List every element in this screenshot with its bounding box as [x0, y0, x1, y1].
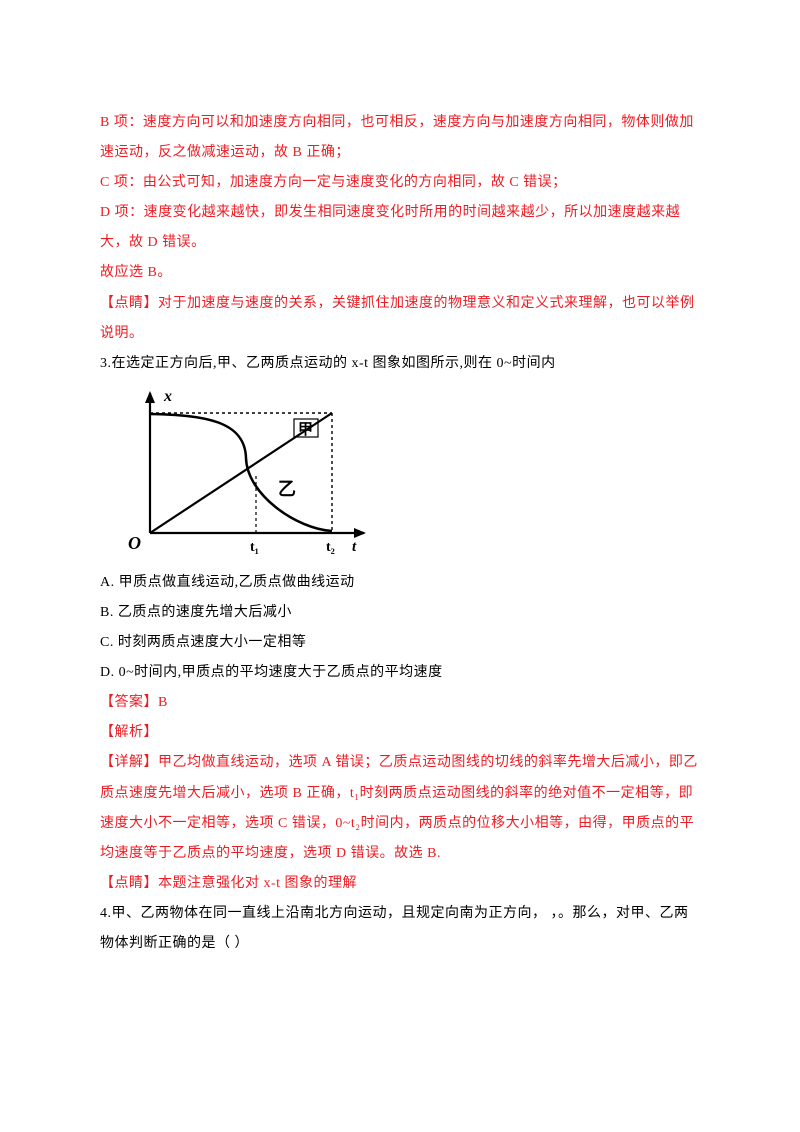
q3-detail: 【详解】甲乙均做直线运动，选项 A 错误；乙质点运动图线的切线的斜率先增大后减小… — [100, 748, 700, 868]
q2-option-b: B 项：速度方向可以和加速度方向相同，也可相反，速度方向与加速度方向相同，物体则… — [100, 108, 700, 168]
q3-option-d: D. 0~时间内,甲质点的平均速度大于乙质点的平均速度 — [100, 658, 700, 688]
xt-graph: x Ot₁ t₂ t 甲乙 — [106, 383, 700, 558]
q3-answer: 【答案】B — [100, 688, 700, 718]
svg-text:t₁: t₁ — [250, 540, 259, 555]
q3-option-a: A. 甲质点做直线运动,乙质点做曲线运动 — [100, 568, 700, 598]
q2-option-d: D 项：速度变化越来越快，即发生相同速度变化时所用的时间越来越少，所以加速度越来… — [100, 198, 700, 258]
svg-text:甲: 甲 — [298, 421, 313, 438]
q3-stem: 3.在选定正方向后,甲、乙两质点运动的 x-t 图象如图所示,则在 0~时间内 — [100, 349, 700, 379]
q3-option-b: B. 乙质点的速度先增大后减小 — [100, 598, 700, 628]
svg-text:t: t — [352, 539, 357, 555]
q2-tip: 【点睛】对于加速度与速度的关系，关键抓住加速度的物理意义和定义式来理解，也可以举… — [100, 289, 700, 349]
svg-text:t₂: t₂ — [326, 540, 335, 555]
q4-stem: 4.甲、乙两物体在同一直线上沿南北方向运动，且规定向南为正方向， ，。那么，对甲… — [100, 899, 700, 959]
q2-conclusion: 故应选 B。 — [100, 258, 700, 288]
q3-option-c: C. 时刻两质点速度大小一定相等 — [100, 628, 700, 658]
page-container: B 项：速度方向可以和加速度方向相同，也可相反，速度方向与加速度方向相同，物体则… — [0, 0, 800, 1019]
svg-text:乙: 乙 — [278, 479, 296, 499]
q2-option-c: C 项：由公式可知，加速度方向一定与速度变化的方向相同，故 C 错误； — [100, 168, 700, 198]
svg-text:O: O — [128, 533, 141, 553]
svg-text:x: x — [163, 388, 172, 405]
q3-jiexi: 【解析】 — [100, 718, 700, 748]
q3-tip: 【点睛】本题注意强化对 x-t 图象的理解 — [100, 869, 700, 899]
